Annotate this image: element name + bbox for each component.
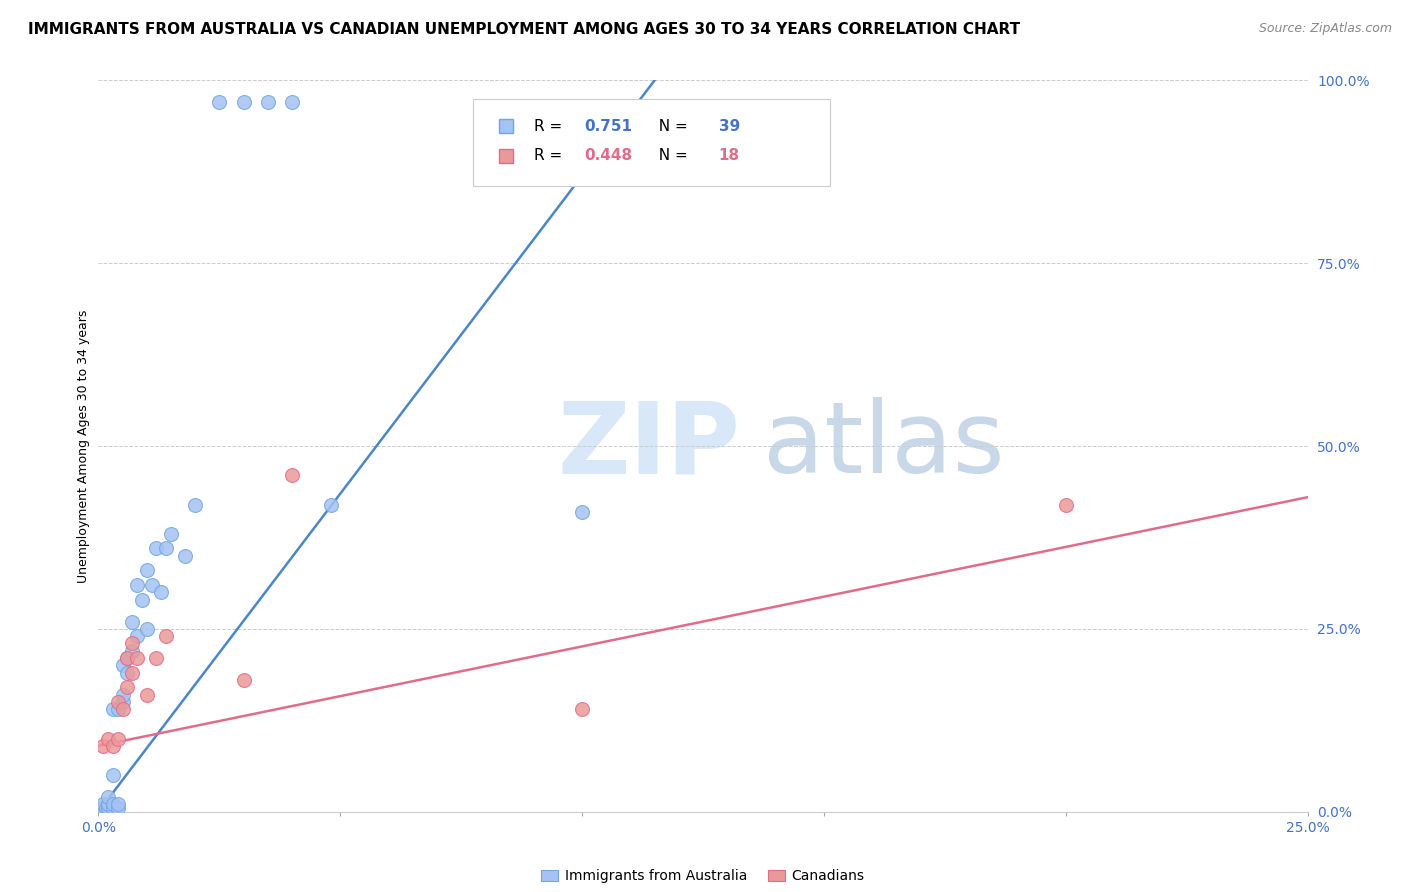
Point <box>101 768 124 782</box>
Point <box>127 651 149 665</box>
Point <box>111 695 134 709</box>
Point <box>135 563 157 577</box>
Point <box>101 801 124 815</box>
Point <box>91 801 114 815</box>
Point <box>319 498 342 512</box>
Text: R =: R = <box>534 148 567 163</box>
Point <box>111 658 134 673</box>
Point <box>184 498 207 512</box>
Point <box>281 468 304 483</box>
Point <box>117 665 139 680</box>
Point <box>174 549 197 563</box>
Text: N =: N = <box>648 148 692 163</box>
Point <box>571 505 593 519</box>
Point <box>571 702 593 716</box>
Point <box>121 636 143 650</box>
Point <box>101 797 124 812</box>
Legend: Immigrants from Australia, Canadians: Immigrants from Australia, Canadians <box>536 863 870 889</box>
Point <box>97 797 120 812</box>
Text: 39: 39 <box>718 119 740 134</box>
Point <box>121 615 143 629</box>
Point <box>155 629 177 643</box>
Point <box>107 801 129 815</box>
Text: N =: N = <box>648 119 692 134</box>
Point <box>117 651 139 665</box>
Point <box>111 702 134 716</box>
Point <box>256 95 278 110</box>
Text: Source: ZipAtlas.com: Source: ZipAtlas.com <box>1258 22 1392 36</box>
FancyBboxPatch shape <box>474 99 830 186</box>
Point <box>97 790 120 805</box>
Point <box>117 651 139 665</box>
Text: 0.448: 0.448 <box>585 148 633 163</box>
Point <box>135 688 157 702</box>
Point <box>232 95 254 110</box>
Text: 0.751: 0.751 <box>585 119 633 134</box>
Text: atlas: atlas <box>763 398 1005 494</box>
Point <box>150 585 173 599</box>
Point <box>107 702 129 716</box>
Point <box>101 702 124 716</box>
Point <box>127 578 149 592</box>
Point <box>145 651 167 665</box>
Point <box>155 541 177 556</box>
Y-axis label: Unemployment Among Ages 30 to 34 years: Unemployment Among Ages 30 to 34 years <box>77 310 90 582</box>
Point <box>160 526 183 541</box>
Point <box>91 797 114 812</box>
Point <box>107 731 129 746</box>
Point <box>97 801 120 815</box>
Point <box>90 801 112 815</box>
Text: 18: 18 <box>718 148 740 163</box>
Point <box>101 739 124 753</box>
Text: R =: R = <box>534 119 567 134</box>
Point <box>145 541 167 556</box>
Point <box>97 731 120 746</box>
Point <box>121 665 143 680</box>
Text: IMMIGRANTS FROM AUSTRALIA VS CANADIAN UNEMPLOYMENT AMONG AGES 30 TO 34 YEARS COR: IMMIGRANTS FROM AUSTRALIA VS CANADIAN UN… <box>28 22 1021 37</box>
Point <box>91 739 114 753</box>
Point <box>127 629 149 643</box>
Point <box>281 95 304 110</box>
Point <box>208 95 231 110</box>
Text: ZIP: ZIP <box>558 398 741 494</box>
Point <box>135 622 157 636</box>
Point <box>117 681 139 695</box>
Point <box>1054 498 1077 512</box>
Point <box>107 695 129 709</box>
Point <box>232 673 254 687</box>
Point <box>107 797 129 812</box>
Point <box>141 578 163 592</box>
Point <box>131 592 153 607</box>
Point <box>94 801 117 815</box>
Point <box>111 688 134 702</box>
Point <box>121 644 143 658</box>
